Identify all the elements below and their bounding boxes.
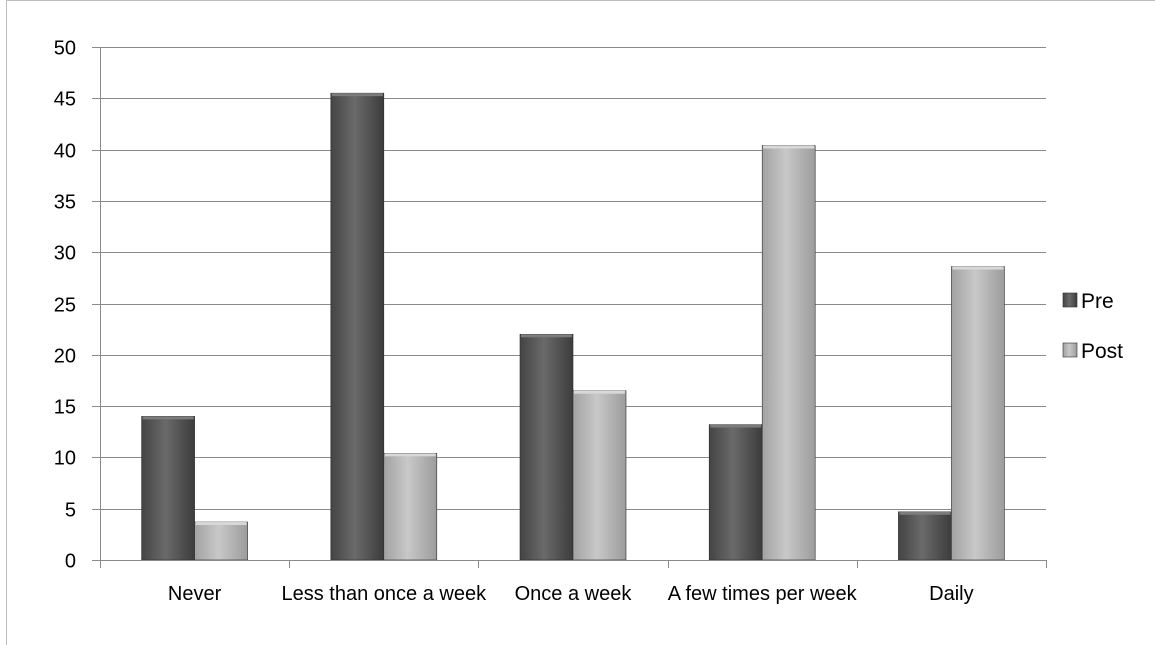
y-tick-label: 45 <box>54 89 76 111</box>
bars <box>141 92 1005 561</box>
bar-post-a-few-times-per-week <box>761 145 816 561</box>
bar-post-less-than-once-a-week <box>383 452 438 561</box>
bar-top-highlight <box>574 390 625 394</box>
axes <box>100 47 1047 568</box>
bar-top-highlight <box>952 266 1004 270</box>
bar-top-highlight <box>142 416 194 420</box>
bar-post-never <box>194 521 248 561</box>
bar-top-highlight <box>195 522 247 526</box>
y-tick-label: 50 <box>54 38 76 60</box>
x-tick-label: Once a week <box>515 583 633 605</box>
bar-post-daily <box>951 266 1005 561</box>
bar-top-highlight <box>899 511 951 515</box>
x-tick-label: Daily <box>929 583 973 605</box>
y-tick-label: 20 <box>54 346 76 368</box>
bar-pre-once-a-week <box>519 333 574 561</box>
bar-top-highlight <box>710 424 762 428</box>
y-tick-label: 30 <box>54 243 76 265</box>
y-tick-label: 15 <box>54 397 76 419</box>
y-tick-label: 35 <box>54 192 76 214</box>
chart-border <box>6 0 1155 645</box>
legend-label-post: Post <box>1081 340 1123 363</box>
bar-pre-never <box>141 416 195 561</box>
x-tick-label: Never <box>168 583 222 605</box>
x-tick-label: Less than once a week <box>282 583 488 605</box>
bar-pre-daily <box>898 511 952 561</box>
legend-swatch-pre <box>1062 292 1078 308</box>
y-tick-label: 5 <box>65 500 76 522</box>
bar-top-highlight <box>331 93 383 97</box>
bar-top-highlight <box>384 453 436 457</box>
bar-post-once-a-week <box>572 390 627 561</box>
bar-pre-less-than-once-a-week <box>330 92 385 561</box>
bar-top-highlight <box>763 145 815 149</box>
y-tick-label: 40 <box>54 141 76 163</box>
y-tick-label: 25 <box>54 295 76 317</box>
legend-swatch-post <box>1062 342 1078 358</box>
y-tick-labels: 0 5 10 15 20 25 30 35 40 45 50 <box>54 38 76 573</box>
legend: Pre Post <box>1062 290 1123 363</box>
x-tick-labels: Never Less than once a week Once a week A f… <box>168 583 974 605</box>
bar-pre-a-few-times-per-week <box>708 424 763 561</box>
bar-top-highlight <box>521 334 572 338</box>
legend-label-pre: Pre <box>1081 290 1114 313</box>
x-tick-label: A few times per week <box>668 583 858 605</box>
y-tick-label: 0 <box>65 551 76 573</box>
y-tick-label: 10 <box>54 448 76 470</box>
